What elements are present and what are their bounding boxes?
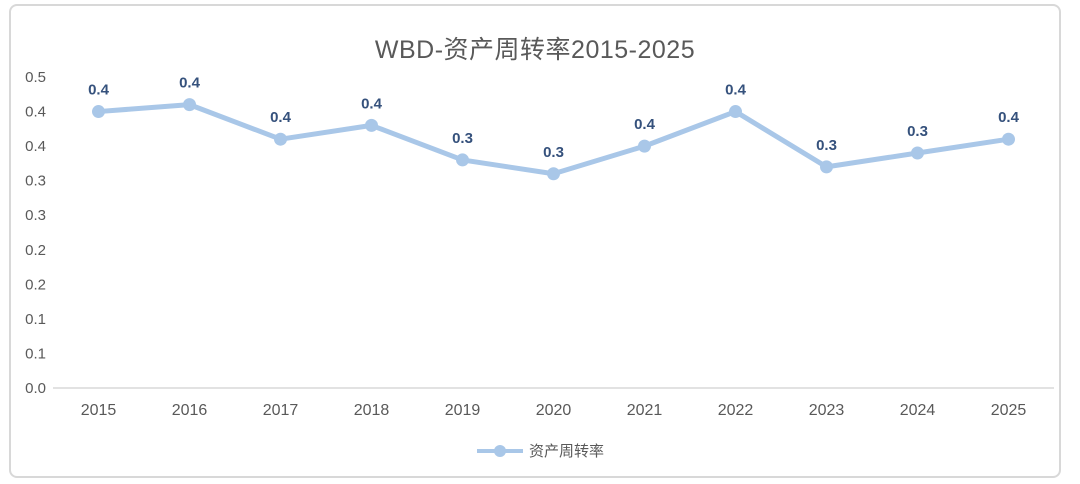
x-axis-label: 2021 — [627, 402, 663, 419]
data-point-label: 0.3 — [452, 130, 473, 147]
data-point-marker — [274, 132, 287, 146]
data-point-marker — [547, 167, 560, 181]
y-axis-tick-label: 0.5 — [25, 69, 46, 86]
data-point-marker — [820, 160, 833, 174]
data-point-marker — [456, 153, 469, 167]
chart-card: WBD-资产周转率2015-2025 — [9, 4, 1061, 478]
x-axis-label: 2015 — [81, 402, 117, 419]
x-axis-label: 2019 — [445, 402, 481, 419]
y-axis-tick-label: 0.0 — [25, 380, 46, 397]
data-point-marker — [365, 118, 378, 132]
data-point-marker — [729, 105, 742, 119]
series-line — [96, 102, 1011, 177]
chart-title: WBD-资产周转率2015-2025 — [374, 36, 696, 64]
data-point-marker — [92, 105, 105, 119]
x-axis-label: 2024 — [900, 402, 936, 419]
data-point-label: 0.4 — [725, 82, 747, 99]
data-point-label: 0.3 — [543, 144, 564, 161]
legend-line-marker-icon — [476, 444, 523, 457]
data-point-label: 0.4 — [179, 75, 201, 92]
x-axis-label: 2017 — [263, 402, 299, 419]
data-point-label: 0.4 — [634, 116, 656, 133]
legend-label: 资产周转率 — [528, 443, 604, 460]
data-point-marker — [183, 98, 196, 112]
y-axis-tick-label: 0.2 — [25, 276, 46, 293]
y-axis-tick-label: 0.4 — [25, 104, 46, 121]
data-point-label: 0.4 — [361, 95, 383, 112]
data-point-label: 0.4 — [998, 109, 1020, 126]
chart-legend: 资产周转率 — [0, 440, 1080, 461]
data-point-label: 0.3 — [907, 123, 928, 140]
y-axis-tick-label: 0.3 — [25, 207, 46, 224]
x-axis-label: 2022 — [718, 402, 754, 419]
y-axis-tick-label: 0.1 — [25, 345, 46, 362]
data-point-marker — [1002, 132, 1015, 146]
y-axis-tick-label: 0.4 — [25, 138, 46, 155]
y-axis-tick-label: 0.2 — [25, 242, 46, 259]
data-point-label: 0.3 — [816, 137, 837, 154]
y-axis-tick-label: 0.3 — [25, 173, 46, 190]
data-point-label: 0.4 — [270, 109, 292, 126]
data-point-marker — [638, 139, 651, 153]
x-axis-label: 2020 — [536, 402, 572, 419]
x-axis-label: 2018 — [354, 402, 390, 419]
y-axis-tick-label: 0.1 — [25, 311, 46, 328]
data-point-marker — [911, 146, 924, 160]
x-axis-label: 2016 — [172, 402, 208, 419]
data-point-label: 0.4 — [88, 82, 110, 99]
x-axis-label: 2023 — [809, 402, 845, 419]
x-axis-label: 2025 — [991, 402, 1027, 419]
